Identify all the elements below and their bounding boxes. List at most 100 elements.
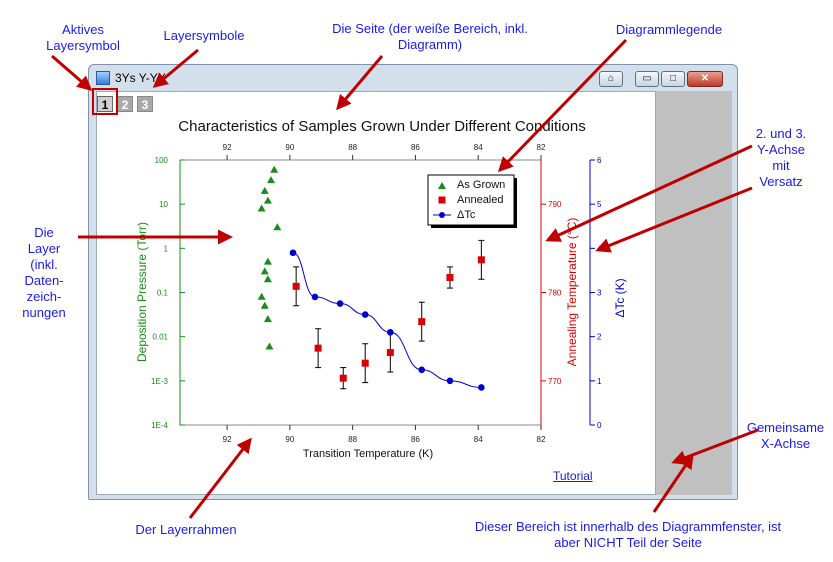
- x-tick-label: 86: [411, 435, 420, 444]
- data-point-delta-tc: [336, 300, 344, 307]
- layer-tab-1[interactable]: 1: [97, 96, 113, 112]
- annotation-line: Versatz: [759, 174, 803, 189]
- y1-tick-label: 0.1: [157, 289, 169, 298]
- layer-tab-3[interactable]: 3: [137, 96, 153, 112]
- x-tick-label: 84: [474, 435, 483, 444]
- series-line-delta-tc: [292, 252, 482, 388]
- legend-marker-annealed: [438, 196, 446, 204]
- data-point-annealed: [292, 282, 300, 290]
- data-point-as-grown: [257, 292, 266, 300]
- y1-axis-label: Deposition Pressure (Torr): [135, 222, 149, 362]
- data-point-as-grown: [267, 176, 276, 184]
- annotation-line: Die: [34, 225, 54, 240]
- data-point-delta-tc: [478, 384, 485, 391]
- y1-tick-label: 1: [164, 244, 169, 253]
- chart-legend[interactable]: As Grown Annealed ΔTc: [427, 174, 517, 228]
- legend-entry-annealed: Annealed: [457, 194, 504, 206]
- y3-tick-label: 6: [597, 156, 602, 165]
- x-tick-label-top: 92: [223, 143, 232, 152]
- x-tick-label: 82: [537, 435, 546, 444]
- annotation-y-axes: 2. und 3. Y-Achse mit Versatz: [748, 126, 814, 190]
- annotation-line: Gemeinsame: [746, 420, 825, 435]
- data-point-as-grown: [270, 165, 279, 173]
- data-point-annealed: [477, 256, 485, 264]
- data-point-annealed: [339, 374, 347, 382]
- data-point-delta-tc: [387, 328, 394, 336]
- legend-entry-delta-tc: ΔTc: [457, 209, 476, 221]
- y2-tick-label: 790: [548, 200, 562, 209]
- y3-tick-label: 4: [597, 244, 602, 253]
- y1-tick-label: 1E-3: [151, 377, 168, 386]
- annotation-line: Aktives: [62, 22, 104, 37]
- annotation-line: Layer: [27, 241, 61, 256]
- annotation-line: Der Layerrahmen: [135, 522, 237, 537]
- data-point-annealed: [361, 359, 369, 367]
- data-point-as-grown: [263, 315, 272, 323]
- maximize-button[interactable]: □: [661, 71, 685, 87]
- x-tick-label: 88: [348, 435, 357, 444]
- data-point-delta-tc: [289, 249, 297, 257]
- legend-shadow: [514, 178, 517, 228]
- y1-tick-label: 1E-4: [151, 421, 168, 430]
- annotation-line: nungen: [22, 305, 66, 320]
- data-point-as-grown: [260, 186, 269, 194]
- y2-tick-label: 780: [548, 289, 562, 298]
- data-point-annealed: [314, 344, 322, 352]
- close-button[interactable]: ✕: [687, 71, 723, 87]
- annotation-line: mit: [772, 158, 790, 173]
- data-point-delta-tc: [361, 311, 369, 318]
- tutorial-link[interactable]: Tutorial: [553, 469, 593, 483]
- legend-marker-delta-tc: [439, 212, 445, 218]
- x-axis-label: Transition Temperature (K): [303, 448, 433, 460]
- annotation-layer-icons: Layersymbole: [152, 28, 256, 44]
- y2-axis-label: Annealing Temperature (°C): [565, 218, 579, 367]
- chart-title: Characteristics of Samples Grown Under D…: [178, 118, 585, 135]
- annotation-outside-area: Dieser Bereich ist innerhalb des Diagram…: [438, 519, 818, 551]
- annotation-layers: Die Layer (inkl. Daten- zeich- nungen: [16, 225, 72, 321]
- data-point-annealed: [386, 349, 394, 357]
- y3-tick-label: 1: [597, 377, 602, 386]
- legend-entry-as-grown: As Grown: [457, 179, 505, 191]
- y1-tick-label: 100: [155, 156, 169, 165]
- data-point-as-grown: [265, 342, 274, 350]
- annotation-line: Layersymbol: [46, 38, 120, 53]
- y3-axis-label: ΔTc (K): [613, 278, 627, 317]
- x-tick-label-top: 86: [411, 143, 420, 152]
- annotation-line: X-Achse: [760, 436, 811, 451]
- data-point-annealed: [446, 273, 454, 281]
- x-tick-label-top: 88: [348, 143, 357, 152]
- annotation-layer-frame: Der Layerrahmen: [124, 522, 248, 538]
- legend-marker-as-grown: [438, 182, 446, 189]
- annotation-legend: Diagrammlegende: [594, 22, 744, 38]
- y3-tick-label: 2: [597, 333, 602, 342]
- annotation-line: Y-Achse: [757, 142, 805, 157]
- graph-window-icon: [96, 71, 110, 85]
- annotation-line: aber NICHT Teil der Seite: [554, 535, 702, 550]
- data-point-annealed: [418, 318, 426, 326]
- y1-tick-label: 10: [159, 200, 168, 209]
- data-point-delta-tc: [311, 293, 319, 301]
- x-tick-label-top: 84: [474, 143, 483, 152]
- x-tick-label: 90: [285, 435, 294, 444]
- annotation-line: Dieser Bereich ist innerhalb des Diagram…: [474, 519, 782, 534]
- annotation-line: 2. und 3.: [755, 126, 807, 141]
- data-point-as-grown: [263, 257, 272, 265]
- axes-group: 92 92 90 90 88 88 86 86 84 84 82 82 1E-4 1E-3 0.01 0.1 1…: [151, 143, 627, 444]
- legend-shadow: [431, 225, 517, 228]
- data-point-as-grown: [273, 223, 282, 231]
- annotation-line: Diagrammlegende: [615, 22, 723, 37]
- data-point-as-grown: [263, 196, 272, 204]
- y3-tick-label: 0: [597, 421, 602, 430]
- x-tick-label-top: 90: [285, 143, 294, 152]
- data-marks-group: [257, 165, 485, 391]
- annotation-line: Daten-: [24, 273, 64, 288]
- data-point-as-grown: [260, 301, 269, 309]
- annotation-line: Die Seite (der weiße Bereich, inkl.: [332, 21, 528, 36]
- x-tick-label: 92: [223, 435, 232, 444]
- minimize-button[interactable]: ▭: [635, 71, 659, 87]
- x-tick-label-top: 82: [537, 143, 546, 152]
- y3-tick-label: 5: [597, 200, 602, 209]
- y1-tick-label: 0.01: [152, 333, 168, 342]
- data-point-as-grown: [257, 204, 266, 212]
